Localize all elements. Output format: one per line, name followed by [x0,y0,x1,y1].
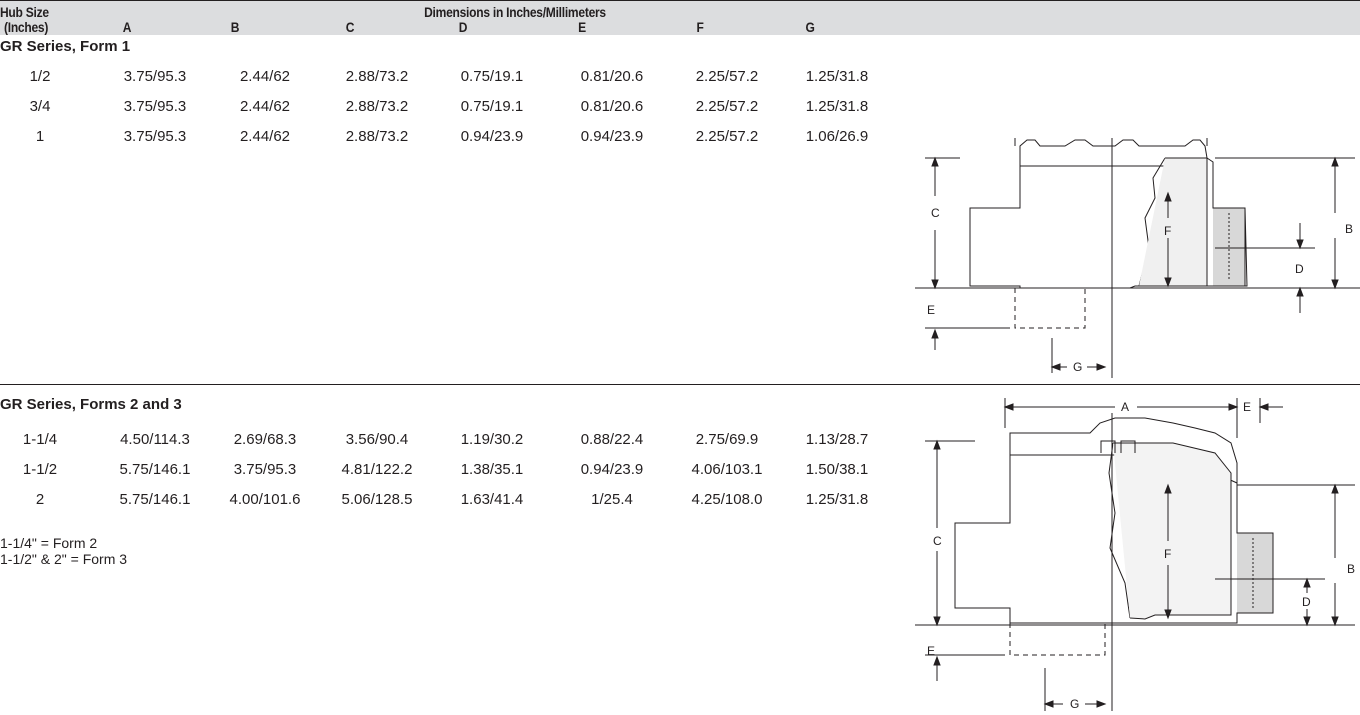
column-header-d: D [458,19,468,35]
diagram-label-e-bottom: E [927,303,935,317]
diagram-label-g: G [1070,697,1079,711]
diagram-label-d: D [1295,262,1304,276]
cell-e: 0.94/23.9 [580,461,644,478]
diagram-label-f: F [1164,547,1171,561]
cell-g: 1.13/28.7 [805,431,869,448]
cell-c: 2.88/73.2 [345,98,409,115]
cell-f: 2.25/57.2 [695,98,759,115]
cell-d: 1.38/35.1 [460,461,524,478]
diagram-label-c: C [931,206,940,220]
section-title-forms-2-3: GR Series, Forms 2 and 3 [0,396,182,413]
form23-dimension-diagram: A E C B D F E G [915,398,1355,711]
cell-c: 2.88/73.2 [345,128,409,145]
cell-c: 4.81/122.2 [341,461,413,478]
cell-f: 4.06/103.1 [691,461,763,478]
cell-a: 3.75/95.3 [123,98,187,115]
form-note: 1-1/2" & 2" = Form 3 [0,551,128,567]
cell-f: 4.25/108.0 [691,491,763,508]
table-header [0,0,1360,35]
diagram-label-f: F [1164,224,1171,238]
cell-d: 0.75/19.1 [460,98,524,115]
column-header-a: A [122,19,132,35]
cell-a: 4.50/114.3 [120,431,190,448]
cell-hub-size: 3/4 [29,98,51,115]
diagram-label-b: B [1347,562,1355,576]
diagram-label-a: A [1121,400,1129,414]
cell-hub-size: 1-1/4 [22,431,58,448]
cell-hub-size: 1-1/2 [22,461,58,478]
diagram-label-d: D [1302,595,1311,609]
form-note: 1-1/4" = Form 2 [0,535,98,551]
cell-c: 5.06/128.5 [341,491,413,508]
cell-b: 4.00/101.6 [229,491,301,508]
cell-d: 0.75/19.1 [460,68,524,85]
cell-hub-size: 1/2 [29,68,51,85]
cell-b: 2.69/68.3 [233,431,297,448]
cell-b: 2.44/62 [239,128,291,145]
diagram-label-c: C [933,534,942,548]
cell-e: 1/25.4 [591,491,633,508]
diagram-label-b: B [1345,222,1353,236]
cell-a: 3.75/95.3 [123,68,187,85]
diagram-label-g: G [1073,360,1082,374]
cell-g: 1.50/38.1 [805,461,869,478]
section-divider [0,384,1360,385]
cell-b: 2.44/62 [239,98,291,115]
section-title-form1: GR Series, Form 1 [0,38,131,55]
cell-g: 1.06/26.9 [805,128,869,145]
column-header-g: G [805,19,815,35]
cell-hub-size: 1 [35,128,45,145]
column-header-c: C [345,19,355,35]
diagram-label-e-top: E [1243,400,1251,414]
cell-g: 1.25/31.8 [805,98,869,115]
cell-c: 2.88/73.2 [345,68,409,85]
hub-size-header: Hub Size [0,4,49,20]
column-header-f: F [696,19,704,35]
cell-b: 3.75/95.3 [233,461,297,478]
column-header-e: E [578,19,586,35]
form1-dimension-diagram: A E C B D F E G [915,138,1360,378]
column-header-b: B [230,19,240,35]
diagram-label-e-bottom: E [927,644,935,658]
cell-f: 2.25/57.2 [695,68,759,85]
cell-e: 0.94/23.9 [580,128,644,145]
cell-g: 1.25/31.8 [805,68,869,85]
cell-d: 1.19/30.2 [460,431,524,448]
cell-a: 3.75/95.3 [123,128,187,145]
cell-b: 2.44/62 [239,68,291,85]
cell-d: 1.63/41.4 [460,491,524,508]
cell-e: 0.81/20.6 [580,68,644,85]
cell-g: 1.25/31.8 [805,491,869,508]
cell-c: 3.56/90.4 [345,431,409,448]
cell-e: 0.88/22.4 [580,431,644,448]
dimensions-header: Dimensions in Inches/Millimeters [424,4,606,20]
cell-e: 0.81/20.6 [580,98,644,115]
hub-size-unit-header: (Inches) [4,19,49,35]
cell-a: 5.75/146.1 [119,461,191,478]
cell-d: 0.94/23.9 [460,128,524,145]
cell-hub-size: 2 [35,491,45,508]
cell-a: 5.75/146.1 [119,491,191,508]
cell-f: 2.75/69.9 [695,431,759,448]
cell-f: 2.25/57.2 [695,128,759,145]
